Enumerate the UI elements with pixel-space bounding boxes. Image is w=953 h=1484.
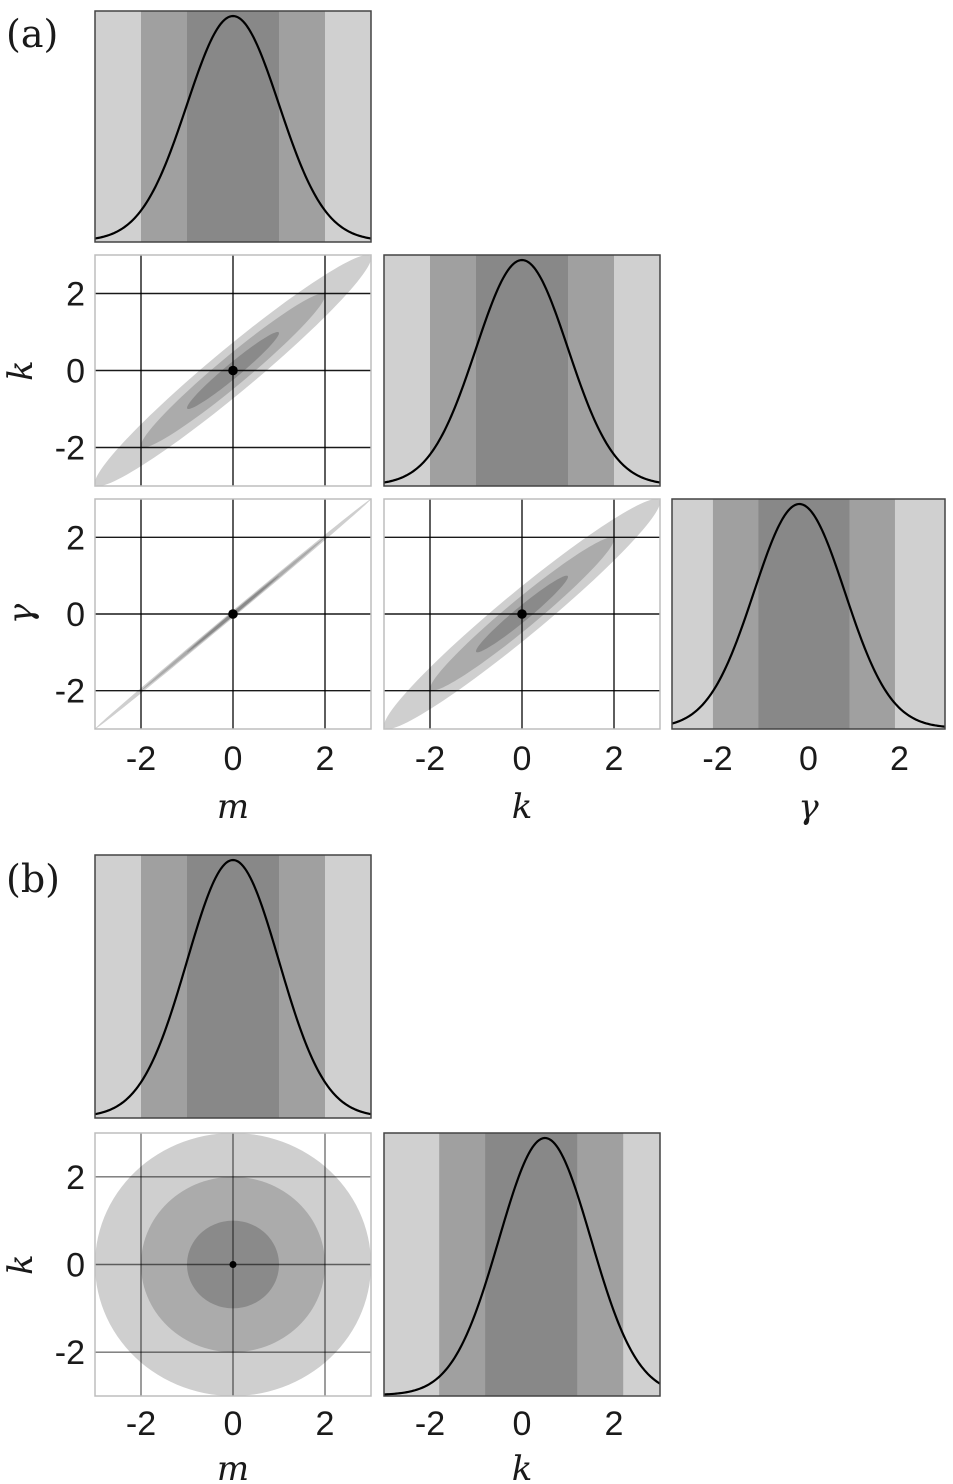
joint-m-k-group xyxy=(95,255,371,486)
x-tick-label: 2 xyxy=(316,740,335,778)
marginal-m-frame xyxy=(94,854,372,1119)
joint-m-k-frame xyxy=(94,254,372,487)
y-tick-label: 2 xyxy=(66,519,85,557)
marginal-m-group xyxy=(95,11,371,242)
marginal-γ-band-inner xyxy=(758,499,850,729)
marginal-m-curve xyxy=(95,858,371,1116)
y-tick-label: 2 xyxy=(66,1159,85,1197)
panels-layer xyxy=(94,10,946,1397)
x-axis-label-k: k xyxy=(512,787,533,827)
marginal-m-frame xyxy=(94,10,372,243)
y-tick-label: 0 xyxy=(66,353,85,391)
x-tick-label: -2 xyxy=(702,740,732,778)
x-tick-label: 2 xyxy=(316,1405,335,1443)
x-tick-label: 2 xyxy=(890,740,909,778)
joint-m-k-group xyxy=(95,1133,371,1396)
y-tick-label: -2 xyxy=(55,1334,85,1372)
joint-m-k-marker xyxy=(228,365,238,376)
x-tick-label: 0 xyxy=(799,740,818,778)
marginal-m-band-inner xyxy=(187,855,279,1118)
corner-plot-a xyxy=(94,10,946,730)
marginal-γ-curve xyxy=(672,502,945,728)
x-tick-label: 0 xyxy=(513,740,532,778)
x-tick-label: -2 xyxy=(126,740,156,778)
panel-label: (a) xyxy=(6,12,58,56)
y-tick-label: -2 xyxy=(55,673,85,711)
joint-m-γ-marker xyxy=(228,609,238,619)
x-tick-label: 0 xyxy=(224,1405,243,1443)
x-tick-label: -2 xyxy=(126,1405,156,1443)
marginal-k-band-inner xyxy=(476,255,568,486)
joint-k-γ-frame xyxy=(383,498,661,730)
joint-k-γ-marker xyxy=(517,609,527,619)
x-axis-label-γ: γ xyxy=(798,787,819,827)
joint-k-γ-group xyxy=(384,499,660,729)
y-axis-label-k: k xyxy=(1,360,41,381)
marginal-γ-frame xyxy=(671,498,946,730)
joint-m-k-marker xyxy=(229,1261,237,1268)
joint-m-k-frame xyxy=(94,1132,372,1397)
x-tick-label: 2 xyxy=(605,1405,624,1443)
panel-label: (b) xyxy=(6,857,60,901)
x-tick-label: -2 xyxy=(415,1405,445,1443)
x-tick-label: 2 xyxy=(605,740,624,778)
marginal-k-curve xyxy=(384,258,660,484)
y-tick-label: 0 xyxy=(66,1247,85,1285)
x-axis-label-m: m xyxy=(217,1449,249,1484)
y-axis-label-γ: γ xyxy=(1,603,41,624)
marginal-γ-group xyxy=(672,499,945,729)
y-tick-label: 0 xyxy=(66,596,85,634)
marginal-k-frame xyxy=(383,1132,661,1397)
x-axis-label-m: m xyxy=(217,787,249,827)
marginal-k-band-inner xyxy=(485,1133,578,1396)
x-tick-label: 0 xyxy=(224,740,243,778)
y-tick-label: -2 xyxy=(55,430,85,468)
marginal-k-group xyxy=(384,1133,660,1396)
x-axis-label-k: k xyxy=(512,1449,533,1484)
x-tick-label: 0 xyxy=(513,1405,532,1443)
marginal-m-group xyxy=(95,855,371,1118)
marginal-m-curve xyxy=(95,14,371,240)
y-tick-label: 2 xyxy=(66,276,85,314)
corner-plot-b xyxy=(94,854,661,1397)
marginal-k-curve xyxy=(384,1136,660,1396)
joint-m-γ-group xyxy=(95,499,371,729)
marginal-m-band-inner xyxy=(187,11,279,242)
text-layer: (a) -2 0 2 m -2 0 2 k -2 0 2 γ -2 0 2 k -2 0 2 γ (b) -2 0 2 m -2 0 2… xyxy=(1,12,909,1484)
joint-m-γ-frame xyxy=(94,498,372,730)
y-axis-label-k: k xyxy=(1,1254,41,1275)
marginal-k-group xyxy=(384,255,660,486)
x-tick-label: -2 xyxy=(415,740,445,778)
marginal-k-frame xyxy=(383,254,661,487)
